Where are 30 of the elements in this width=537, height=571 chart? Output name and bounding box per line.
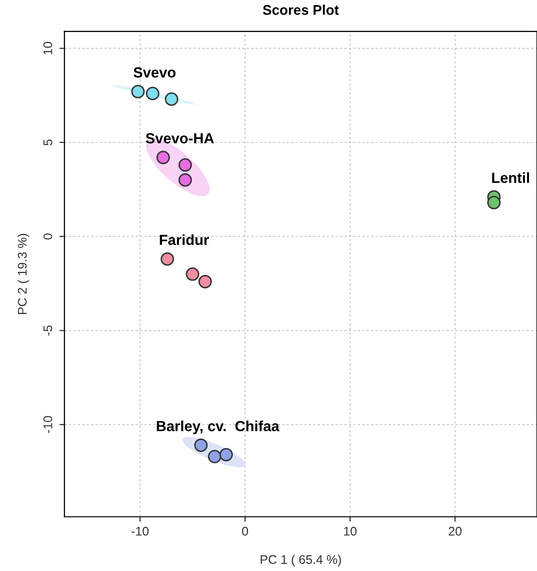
y-tick-label: 0 (43, 233, 52, 240)
point (178, 158, 192, 172)
series-label: Svevo (134, 67, 176, 78)
chart-title: Scores Plot (262, 4, 339, 15)
point (186, 267, 200, 281)
series-label: Barley, cv. Chifaa (156, 420, 280, 434)
y-tick-label: -5 (44, 325, 52, 336)
y-tick-label: -10 (43, 416, 52, 434)
point (178, 173, 192, 187)
series-label: Lentil (492, 172, 530, 183)
point (131, 84, 145, 98)
x-tick-label: 10 (344, 526, 357, 536)
x-tick-label: -10 (132, 526, 149, 536)
y-axis-title: PC 2 ( 19.3 %) (18, 234, 30, 314)
point (156, 150, 170, 164)
point (164, 92, 178, 106)
series-label: Faridur (160, 234, 209, 246)
point (160, 252, 174, 266)
series-label: Svevo-HA (146, 133, 214, 144)
x-tick-label: 20 (448, 526, 462, 536)
point (194, 438, 208, 452)
point (487, 196, 501, 210)
y-tick-label: 5 (44, 139, 52, 146)
x-axis-title: PC 1 ( 65.4 %) (260, 554, 341, 566)
point (146, 86, 160, 100)
x-tick-label: 0 (242, 526, 248, 536)
point (198, 274, 212, 288)
point (208, 450, 222, 464)
y-tick-label: 10 (43, 42, 52, 54)
point (219, 448, 233, 462)
